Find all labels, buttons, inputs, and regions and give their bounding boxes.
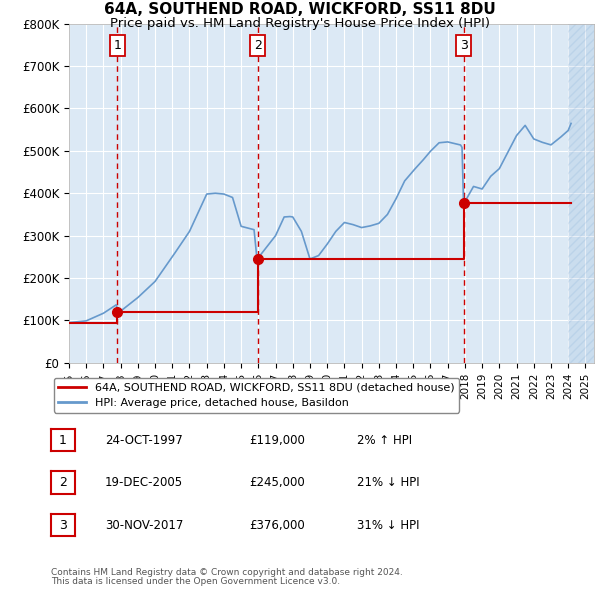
Text: £119,000: £119,000	[249, 434, 305, 447]
Text: 1: 1	[59, 434, 67, 447]
Text: 64A, SOUTHEND ROAD, WICKFORD, SS11 8DU: 64A, SOUTHEND ROAD, WICKFORD, SS11 8DU	[104, 2, 496, 17]
Text: 31% ↓ HPI: 31% ↓ HPI	[357, 519, 419, 532]
Text: 3: 3	[59, 519, 67, 532]
Text: 2: 2	[59, 476, 67, 489]
Text: 2% ↑ HPI: 2% ↑ HPI	[357, 434, 412, 447]
Text: 30-NOV-2017: 30-NOV-2017	[105, 519, 184, 532]
Text: 21% ↓ HPI: 21% ↓ HPI	[357, 476, 419, 489]
Text: Contains HM Land Registry data © Crown copyright and database right 2024.: Contains HM Land Registry data © Crown c…	[51, 568, 403, 577]
Text: £245,000: £245,000	[249, 476, 305, 489]
Bar	[568, 24, 594, 363]
Text: This data is licensed under the Open Government Licence v3.0.: This data is licensed under the Open Gov…	[51, 578, 340, 586]
Text: 24-OCT-1997: 24-OCT-1997	[105, 434, 183, 447]
Text: Price paid vs. HM Land Registry's House Price Index (HPI): Price paid vs. HM Land Registry's House …	[110, 17, 490, 30]
Legend: 64A, SOUTHEND ROAD, WICKFORD, SS11 8DU (detached house), HPI: Average price, det: 64A, SOUTHEND ROAD, WICKFORD, SS11 8DU (…	[53, 378, 459, 412]
Text: £376,000: £376,000	[249, 519, 305, 532]
Text: 1: 1	[113, 39, 121, 52]
Text: 2: 2	[254, 39, 262, 52]
Text: 3: 3	[460, 39, 467, 52]
Text: 19-DEC-2005: 19-DEC-2005	[105, 476, 183, 489]
